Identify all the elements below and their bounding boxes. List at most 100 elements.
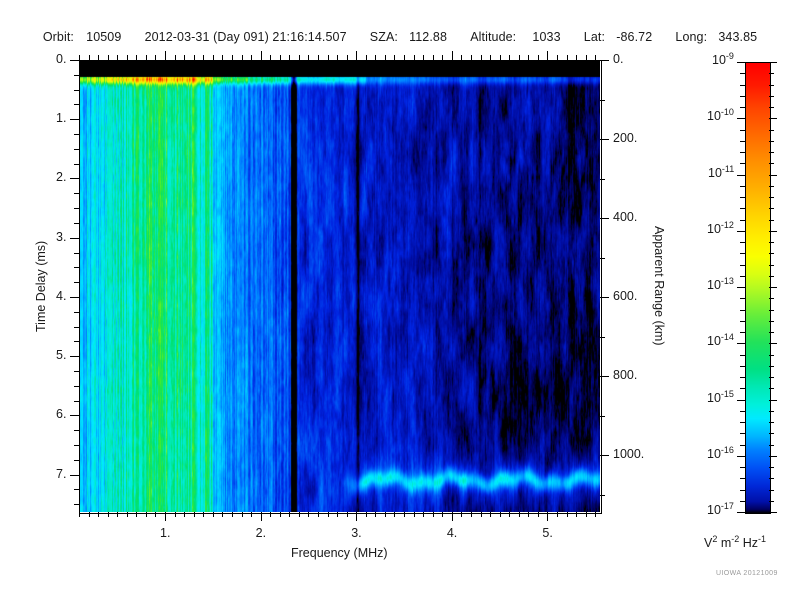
y-tick-label: 0. (56, 52, 67, 66)
colorbar-major-tick (769, 456, 777, 457)
x-minor-tick (567, 512, 568, 517)
y-minor-tick (74, 460, 79, 461)
long-value: 343.85 (718, 30, 758, 44)
x-minor-tick-top (318, 55, 319, 60)
colorbar-minor-tick (769, 467, 774, 468)
colorbar-major-tick (769, 118, 777, 119)
x-minor-tick (471, 512, 472, 517)
y2-tick-label: 1000. (613, 447, 645, 462)
colorbar-minor-tick (740, 298, 745, 299)
colorbar-minor-tick (740, 220, 745, 221)
colorbar-minor-tick (769, 433, 774, 434)
y2-minor-tick (600, 179, 605, 180)
x-tick-label: 2. (255, 526, 267, 540)
colorbar-major-tick (737, 287, 745, 288)
x-minor-tick (528, 512, 529, 517)
x-minor-tick-top (146, 55, 147, 60)
colorbar-minor-tick (769, 411, 774, 412)
colorbar-major-tick (769, 512, 777, 513)
y-minor-tick (74, 371, 79, 372)
y-tick-label: 3. (56, 229, 67, 244)
x-minor-tick (318, 512, 319, 517)
y2-minor-tick (600, 495, 605, 496)
x-minor-tick (500, 512, 501, 517)
x-minor-tick (222, 512, 223, 517)
colorbar-minor-tick (769, 130, 774, 131)
y-tick-label: 5. (56, 348, 67, 363)
x-minor-tick (194, 512, 195, 517)
colorbar-minor-tick (740, 265, 745, 266)
y-minor-tick (74, 504, 79, 505)
x-minor-tick-top (461, 55, 462, 60)
colorbar-minor-tick (769, 276, 774, 277)
colorbar-major-tick (769, 343, 777, 344)
colorbar-minor-tick (740, 130, 745, 131)
y2-minor-tick (600, 337, 605, 338)
x-minor-tick (299, 512, 300, 517)
x-major-tick-top (547, 51, 548, 60)
x-minor-tick-top (509, 55, 510, 60)
colorbar-minor-tick (769, 186, 774, 187)
colorbar-minor-tick (769, 501, 774, 502)
colorbar-major-tick (769, 287, 777, 288)
y-tick-label: 7. (56, 466, 67, 481)
colorbar-minor-tick (740, 186, 745, 187)
colorbar-minor-tick (740, 276, 745, 277)
x-minor-tick (337, 512, 338, 517)
x-minor-tick (203, 512, 204, 517)
y2-minor-tick (600, 416, 605, 417)
colorbar-minor-tick (769, 332, 774, 333)
y-minor-tick (74, 75, 79, 76)
colorbar-minor-tick (769, 220, 774, 221)
x-minor-tick-top (184, 55, 185, 60)
colorbar-tick-label: 10-12 (707, 219, 734, 236)
x-minor-tick (557, 512, 558, 517)
colorbar-minor-tick (769, 310, 774, 311)
colorbar-minor-tick (769, 388, 774, 389)
x-minor-tick-top (222, 55, 223, 60)
x-minor-tick (79, 512, 80, 517)
colorbar-minor-tick (740, 366, 745, 367)
y-axis-title: Time Delay (ms) (34, 240, 48, 332)
sza-label: SZA: (369, 30, 398, 44)
x-major-tick-top (356, 51, 357, 60)
colorbar-minor-tick (740, 321, 745, 322)
colorbar-major-tick (737, 456, 745, 457)
y-minor-tick (74, 386, 79, 387)
colorbar-major-tick (737, 512, 745, 513)
colorbar-unit-label: V2 m-2 Hz-1 (704, 533, 767, 550)
colorbar-minor-tick (769, 73, 774, 74)
colorbar-major-tick (737, 400, 745, 401)
x-major-tick-top (165, 51, 166, 60)
x-minor-tick-top (328, 55, 329, 60)
y2-major-tick (600, 376, 609, 377)
colorbar-major-tick (737, 343, 745, 344)
colorbar-minor-tick (740, 388, 745, 389)
header-metadata: Orbit: 10509 2012-03-31 (Day 091) 21:16:… (0, 30, 800, 44)
x-minor-tick-top (366, 55, 367, 60)
x-minor-tick-top (423, 55, 424, 60)
y-minor-tick (74, 134, 79, 135)
x-minor-tick-top (155, 55, 156, 60)
colorbar-major-tick (769, 231, 777, 232)
x-minor-tick-top (567, 55, 568, 60)
y-minor-tick (74, 223, 79, 224)
colorbar-minor-tick (740, 433, 745, 434)
colorbar-minor-tick (740, 478, 745, 479)
colorbar-minor-tick (769, 377, 774, 378)
x-minor-tick-top (375, 55, 376, 60)
colorbar-tick-label: 10-13 (707, 275, 734, 292)
credit-text: UIOWA 20121009 (716, 570, 778, 577)
colorbar-tick-label: 10-14 (707, 331, 734, 348)
x-minor-tick-top (175, 55, 176, 60)
x-minor-tick (595, 512, 596, 517)
y-minor-tick (74, 445, 79, 446)
y-minor-tick (74, 104, 79, 105)
x-minor-tick (155, 512, 156, 517)
x-tick-label: 5. (542, 526, 553, 540)
x-minor-tick (347, 512, 348, 517)
colorbar-tick-label: 10-10 (707, 106, 734, 123)
datetime-value: 2012-03-31 (Day 091) 21:16:14.507 (144, 30, 347, 44)
x-minor-tick (89, 512, 90, 517)
